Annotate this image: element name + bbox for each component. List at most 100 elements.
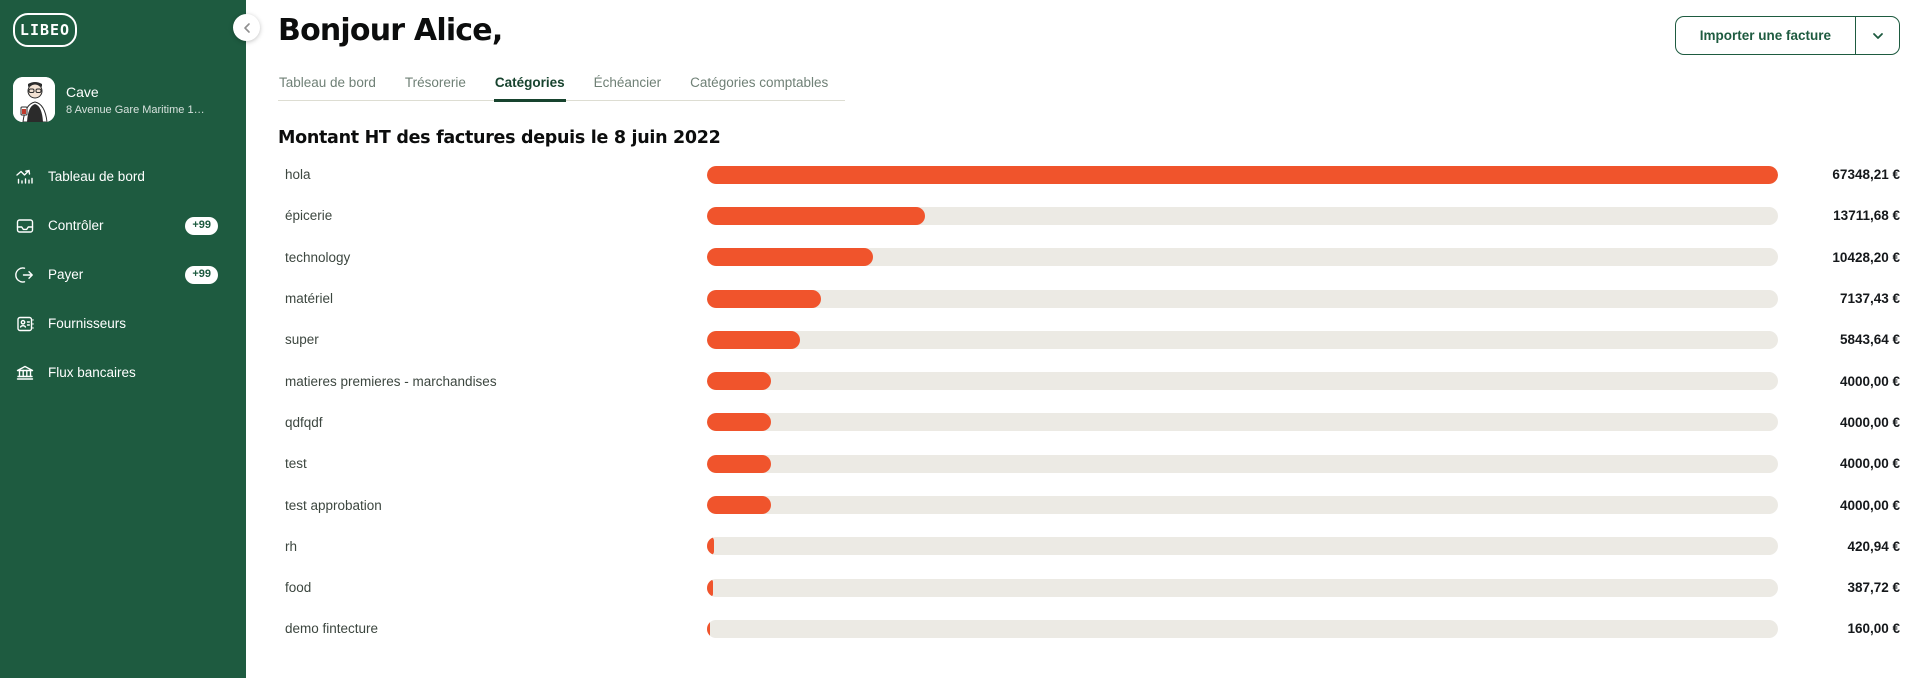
bar-chart: hola 67348,21 € épicerie 13711,68 € technolo… (278, 154, 1900, 650)
send-icon (15, 265, 35, 285)
bar-category-label: qdfqdf (285, 414, 323, 430)
bar-category-label: épicerie (285, 208, 333, 224)
bar-track (707, 206, 1778, 225)
bar-fill[interactable] (707, 619, 710, 638)
sidebar-item-payer[interactable]: Payer +99 (0, 250, 246, 299)
bar-category-label: rh (285, 538, 298, 554)
bar-track (707, 330, 1778, 349)
bar-category-label: test (285, 456, 307, 472)
bar-value-label: 7137,43 € (1839, 291, 1900, 307)
sidebar-item-flux-bancaires[interactable]: Flux bancaires (0, 348, 246, 397)
bar-fill[interactable] (707, 248, 873, 267)
user-address: 8 Avenue Gare Maritime 1… (66, 103, 205, 116)
bar-track (707, 289, 1778, 308)
bar-fill[interactable] (707, 578, 714, 597)
bar-category-label: demo fintecture (285, 621, 379, 637)
sidebar: LIBEO Cave (0, 0, 260, 678)
bar-value-label: 4000,00 € (1839, 456, 1900, 472)
sidebar-item-contr-ler[interactable]: Contrôler +99 (0, 201, 246, 250)
chevron-left-icon (241, 22, 253, 34)
import-invoice-label[interactable]: Importer une facture (1699, 28, 1831, 43)
account-switcher[interactable]: Cave 8 Avenue Gare Maritime 1… (13, 77, 233, 122)
bar-category-label: test approbation (285, 497, 382, 513)
chart-icon (15, 167, 35, 187)
bar-track (707, 578, 1778, 597)
bar-track (707, 496, 1778, 515)
bar-category-label: matériel (285, 291, 334, 307)
import-invoice-button[interactable]: Importer une facture (1674, 16, 1900, 55)
bar-value-label: 5843,64 € (1839, 332, 1900, 348)
sidebar-collapse-button[interactable] (233, 14, 260, 41)
bar-row: rh 420,94 € (278, 526, 1900, 567)
tab--ch-ancier[interactable]: Échéancier (593, 75, 662, 90)
sidebar-item-label: Tableau de bord (48, 169, 145, 184)
libeo-logo: LIBEO (13, 13, 77, 47)
bar-fill[interactable] (707, 372, 771, 391)
bar-row: qdfqdf 4000,00 € (278, 402, 1900, 443)
user-meta: Cave 8 Avenue Gare Maritime 1… (66, 84, 205, 116)
inbox-icon (15, 216, 35, 236)
bar-track (707, 372, 1778, 391)
bar-category-label: hola (285, 167, 311, 183)
bar-row: matieres premieres - marchandises 4000,00… (278, 360, 1900, 401)
bar-fill[interactable] (707, 413, 771, 432)
bar-track (707, 537, 1778, 556)
user-name: Cave (66, 83, 99, 100)
chart-title: Montant HT des factures depuis le 8 juin… (278, 128, 721, 148)
count-badge: +99 (185, 265, 218, 284)
bar-value-label: 4000,00 € (1839, 373, 1900, 389)
bar-category-label: food (285, 580, 312, 596)
bar-value-label: 160,00 € (1847, 621, 1900, 637)
bar-track (707, 165, 1778, 184)
bar-fill[interactable] (707, 454, 771, 473)
bar-value-label: 387,72 € (1847, 580, 1900, 596)
sidebar-item-label: Fournisseurs (48, 316, 127, 331)
bar-row: technology 10428,20 € (278, 237, 1900, 278)
bar-track (707, 413, 1778, 432)
bar-row: super 5843,64 € (278, 319, 1900, 360)
bar-value-label: 4000,00 € (1839, 497, 1900, 513)
bar-row: épicerie 13711,68 € (278, 195, 1900, 236)
sidebar-item-label: Flux bancaires (48, 365, 136, 380)
bar-track (707, 248, 1778, 267)
bar-row: hola 67348,21 € (278, 154, 1900, 195)
tab-cat-gories-comptables[interactable]: Catégories comptables (690, 75, 829, 90)
bar-row: test approbation 4000,00 € (278, 484, 1900, 525)
chevron-down-icon (1871, 29, 1885, 43)
count-badge: +99 (185, 216, 218, 235)
bar-value-label: 4000,00 € (1839, 414, 1900, 430)
dashboard-tabs: Tableau de bord Trésorerie Catégories Échéa… (278, 70, 846, 102)
bar-fill[interactable] (707, 289, 821, 308)
bar-value-label: 67348,21 € (1832, 167, 1900, 183)
bar-value-label: 420,94 € (1847, 538, 1900, 554)
sidebar-item-label: Payer (48, 267, 84, 282)
bar-value-label: 10428,20 € (1832, 249, 1900, 265)
sidebar-nav: Tableau de bord Contrôler +99 Payer +99 Fourn… (0, 152, 246, 397)
bar-category-label: matieres premieres - marchandises (285, 373, 497, 389)
bar-row: test 4000,00 € (278, 443, 1900, 484)
bar-fill[interactable] (707, 496, 771, 515)
main-content: Bonjour Alice, Importer une facture Tabl… (246, 0, 1920, 678)
contact-card-icon (15, 314, 35, 334)
import-invoice-dropdown-toggle[interactable] (1855, 17, 1899, 54)
bar-fill[interactable] (707, 165, 1778, 184)
bar-row: matériel 7137,43 € (278, 278, 1900, 319)
tab-tr-sorerie[interactable]: Trésorerie (404, 75, 466, 90)
bar-track (707, 454, 1778, 473)
bar-fill[interactable] (707, 330, 800, 349)
bar-track (707, 619, 1778, 638)
bar-fill[interactable] (707, 537, 714, 556)
tab-tableau-de-bord[interactable]: Tableau de bord (279, 75, 376, 90)
sidebar-item-fournisseurs[interactable]: Fournisseurs (0, 299, 246, 348)
bank-icon (15, 363, 35, 383)
sidebar-item-label: Contrôler (48, 218, 104, 233)
avatar (13, 77, 55, 122)
sidebar-item-tableau-de-bord[interactable]: Tableau de bord (0, 152, 246, 201)
bar-category-label: technology (285, 249, 351, 265)
bar-row: food 387,72 € (278, 567, 1900, 608)
bar-fill[interactable] (707, 206, 926, 225)
tab-cat-gories[interactable]: Catégories (493, 70, 566, 102)
page-header: Bonjour Alice, Importer une facture (278, 0, 1900, 55)
page-title: Bonjour Alice, (278, 13, 503, 48)
bar-category-label: super (285, 332, 319, 348)
